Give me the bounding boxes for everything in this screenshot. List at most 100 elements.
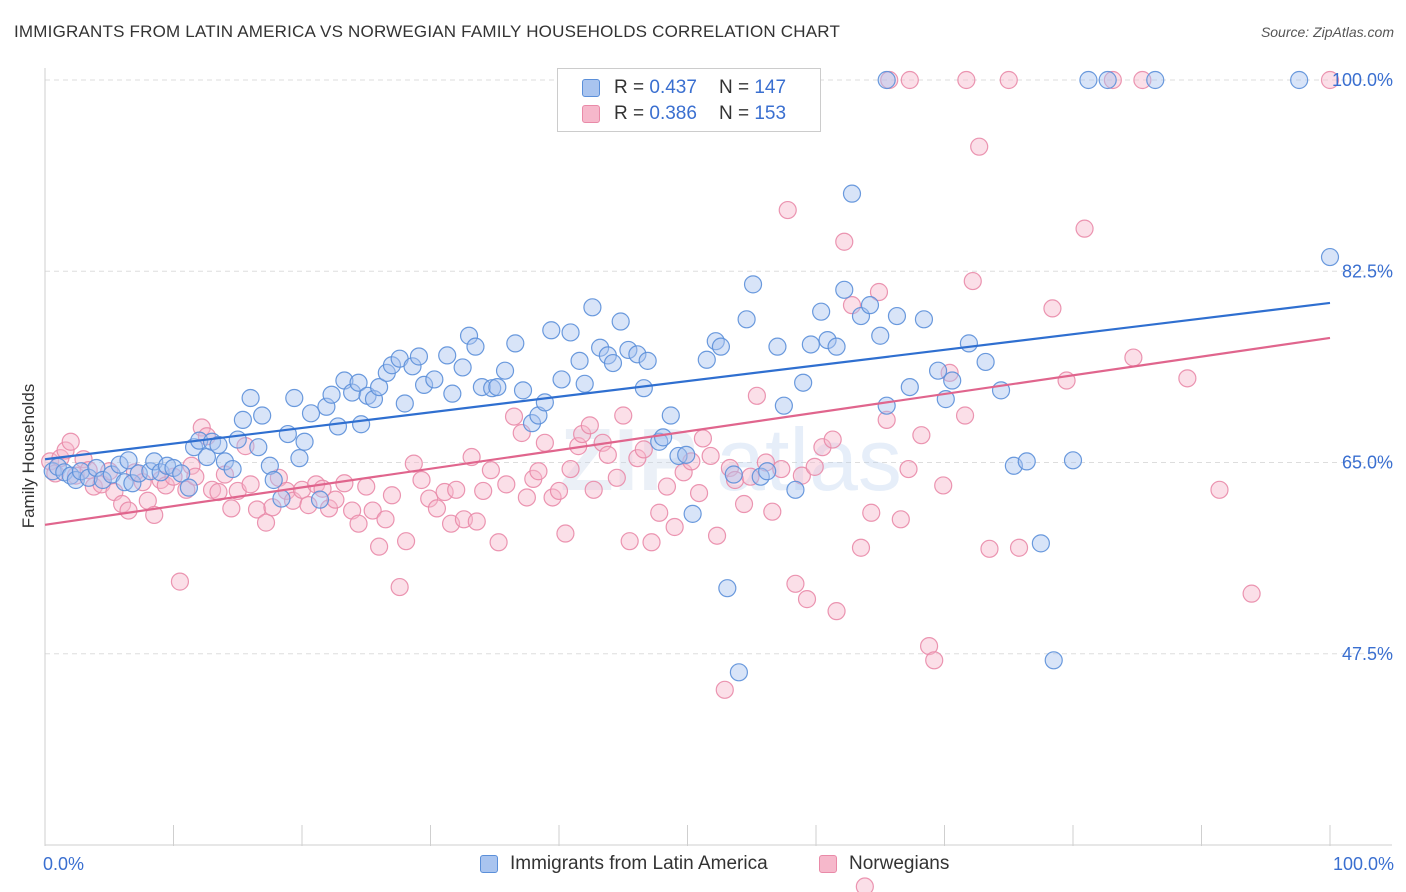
norwegians-point [241,475,260,494]
latin-america-point [552,370,571,389]
latin-america-point [119,451,138,470]
latin-america-point [425,370,444,389]
norwegians-point [963,271,982,291]
norwegians-point [517,488,536,507]
norwegians-point [382,486,402,505]
bottom-legend-label: Immigrants from Latin America [510,853,768,874]
norwegians-point [693,429,713,448]
legend-r-value: 0.386 [649,103,697,124]
latin-america-point [683,504,702,523]
latin-america-point [768,337,787,356]
latin-america-point [638,351,657,370]
latin-america-point [349,373,368,392]
latin-america-point [513,381,533,400]
y-tick-label: 65.0% [1342,453,1393,473]
latin-america-point [827,337,846,356]
norwegians-point [561,459,580,479]
latin-america-point [583,298,602,317]
grid-lines [45,79,1392,655]
norwegians-point [543,488,562,507]
legend-row-norwegians: R = 0.386 N = 153 [582,102,786,126]
latin-america-point [506,334,525,353]
latin-america-point [914,310,934,329]
norwegians-point [772,459,791,479]
latin-america-point [172,464,191,483]
bottom-legend-label: Norwegians [849,853,950,874]
latin-america-point [1031,534,1050,553]
norwegians-point [335,474,354,493]
latin-america-point [228,430,247,449]
norwegians-point [1043,299,1062,318]
norwegians-point [607,468,626,487]
norwegians-point [999,70,1018,90]
latin-america-points [43,70,1340,682]
latin-america-point [669,446,688,466]
latin-america-point [860,296,880,315]
norwegians-point [177,480,196,499]
norwegians-point [349,514,368,533]
latin-america-point [364,390,384,409]
norwegians-point [299,496,318,515]
latin-america-point [233,410,252,429]
legend-n-value: 153 [754,103,787,124]
norwegians-point [891,510,910,529]
legend-swatch-blue [582,79,600,97]
latin-america-point [737,310,756,329]
latin-america-point [871,326,890,345]
legend-swatch-pink [582,105,600,123]
norwegians-point [467,512,486,531]
latin-america-point [395,394,414,413]
legend-r-value: 0.437 [649,77,697,98]
norwegians-point [535,433,554,452]
norwegians-point [899,459,918,479]
norwegians-point [862,503,881,522]
latin-america-point [743,275,763,294]
latin-america-point [661,406,680,425]
norwegians-point [650,503,669,522]
norwegians-point [247,500,267,519]
norwegians-point [1133,70,1152,90]
latin-america-point [1063,451,1083,470]
norwegians-point [805,457,824,476]
y-tick-label: 47.5% [1342,644,1393,664]
latin-america-point [1098,70,1117,90]
norwegians-point [504,407,524,426]
norwegians-point [556,524,575,543]
norwegians-point [182,456,201,475]
latin-america-point [561,323,580,342]
latin-america-point [285,388,304,408]
norwegians-point [763,502,782,521]
latin-america-point [628,345,647,364]
norwegians-point [657,477,677,496]
bottom-legend-swatch-pink [819,855,837,873]
latin-america-point [317,397,336,416]
latin-america-point [603,353,623,373]
latin-america-point [79,468,98,487]
bottom-legend-norwegians: Norwegians [819,852,949,876]
norwegians-point [634,440,653,459]
norwegians-point [919,636,939,656]
norwegians-point [447,480,466,499]
legend-n-label: N = [718,103,750,124]
norwegians-point [363,501,382,520]
latin-america-trend-line [44,301,1331,461]
norwegians-point [827,602,846,621]
norwegians-point [474,481,493,501]
latin-america-point [110,455,129,474]
latin-america-point [328,417,348,436]
latin-america-point [711,337,731,356]
latin-america-point [575,374,594,393]
latin-america-point [93,470,112,490]
latin-america-point [877,70,896,90]
latin-america-point [310,490,330,509]
y-tick-label: 82.5% [1342,261,1393,281]
norwegians-point [797,590,817,609]
legend-n-label: N = [718,77,750,98]
latin-america-point [290,449,309,468]
latin-america-point [352,415,371,434]
source-credit: Source: ZipAtlas.com [1260,24,1394,40]
norwegians-point [420,489,439,508]
norwegians-point [701,446,720,466]
norwegians-point [1009,538,1029,557]
norwegians-point [823,430,842,449]
